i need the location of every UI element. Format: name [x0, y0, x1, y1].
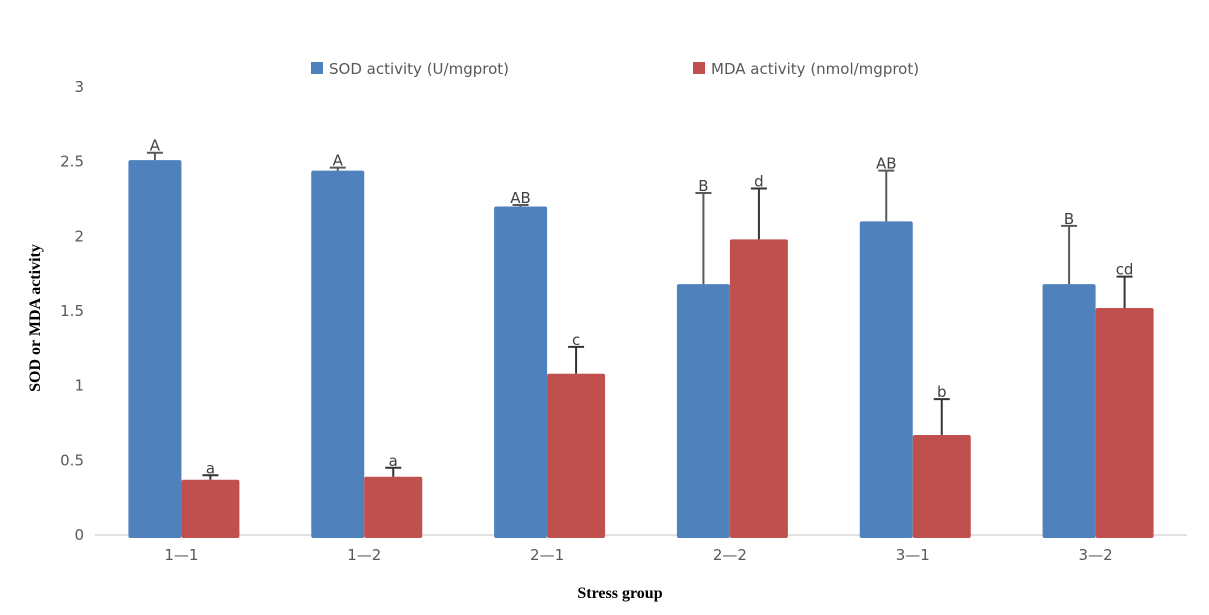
significance-label: A: [333, 152, 344, 170]
significance-label: AB: [876, 155, 897, 173]
significance-label: b: [937, 383, 947, 401]
y-tick-label: 1: [74, 377, 84, 395]
sod-bar: [859, 221, 913, 538]
sod-bar: [128, 160, 182, 538]
significance-label: a: [206, 459, 215, 477]
legend: SOD activity (U/mgprot) MDA activity (nmo…: [311, 60, 919, 78]
legend-label: MDA activity (nmol/mgprot): [711, 60, 919, 78]
mda-bar: [729, 239, 788, 538]
y-tick-label: 3: [74, 78, 84, 96]
sod-bar: [494, 206, 548, 538]
y-tick-label: 0.5: [60, 451, 84, 469]
x-tick-label: 3—2: [1079, 546, 1113, 564]
mda-bar: [912, 434, 971, 538]
x-tick-label: 1—1: [164, 546, 198, 564]
significance-label: c: [572, 331, 580, 349]
significance-label: a: [389, 452, 398, 470]
sod-bar: [1042, 284, 1096, 538]
x-tick-label: 3—1: [896, 546, 930, 564]
significance-label: AB: [510, 189, 531, 207]
mda-bar: [547, 373, 606, 538]
y-axis: 0 0.5 1 1.5 2 2.5 3: [60, 78, 84, 544]
x-axis-title: Stress group: [577, 585, 662, 602]
y-axis-title: SOD or MDA activity: [27, 244, 44, 392]
significance-label: cd: [1116, 261, 1134, 279]
sod-bar: [311, 170, 365, 539]
significance-label: B: [1064, 210, 1074, 228]
legend-swatch: [311, 62, 323, 74]
y-tick-label: 1.5: [60, 302, 84, 320]
x-axis: 1—1 1—2 2—1 2—2 3—1 3—2: [164, 546, 1112, 564]
y-tick-label: 2: [74, 227, 84, 245]
y-tick-label: 2.5: [60, 153, 84, 171]
bars: Aa Aa AB c B d AB b Bcd: [128, 137, 1154, 539]
x-tick-label: 1—2: [347, 546, 381, 564]
mda-bar: [181, 479, 240, 538]
sod-bar: [676, 284, 730, 538]
significance-label: A: [150, 137, 161, 155]
x-tick-label: 2—2: [713, 546, 747, 564]
significance-label: B: [698, 177, 708, 195]
significance-label: d: [754, 173, 764, 191]
legend-label: SOD activity (U/mgprot): [329, 60, 509, 78]
mda-bar: [364, 476, 423, 538]
legend-swatch: [693, 62, 705, 74]
y-tick-label: 0: [74, 526, 84, 544]
mda-bar: [1095, 308, 1154, 538]
x-tick-label: 2—1: [530, 546, 564, 564]
